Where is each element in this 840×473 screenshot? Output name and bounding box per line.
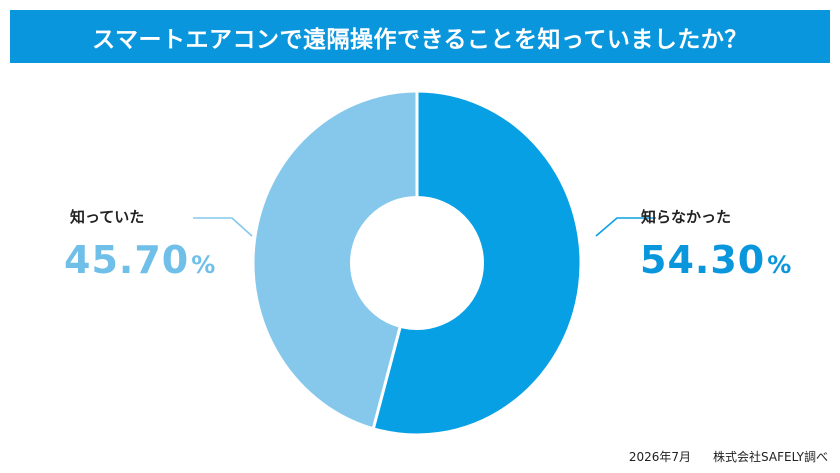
slice-value-didnt-know-unit: % [767, 251, 793, 279]
footer: 2026年7月 株式会社SAFELY調べ [629, 448, 828, 465]
donut-hole [350, 196, 484, 330]
slice-value-knew-unit: % [191, 251, 217, 279]
slice-value-knew-number: 45.70 [64, 238, 190, 282]
slice-value-didnt-know-number: 54.30 [640, 238, 766, 282]
slice-label-knew: 知っていた [70, 208, 145, 226]
title-bar: スマートエアコンで遠隔操作できることを知っていましたか？ [10, 10, 830, 63]
chart-title: スマートエアコンで遠隔操作できることを知っていましたか？ [92, 26, 748, 53]
slice-value-knew: 45.70% [64, 238, 216, 282]
slice-value-didnt-know: 54.30% [640, 238, 792, 282]
leader-line-knew [193, 217, 253, 237]
footer-date: 2026年7月 [628, 450, 692, 464]
leader-line-didnt-know [595, 217, 656, 237]
slice-label-didnt-know: 知らなかった [641, 208, 732, 226]
donut-slice-knew [251, 89, 419, 431]
footer-source: 株式会社SAFELY調べ [713, 450, 828, 464]
